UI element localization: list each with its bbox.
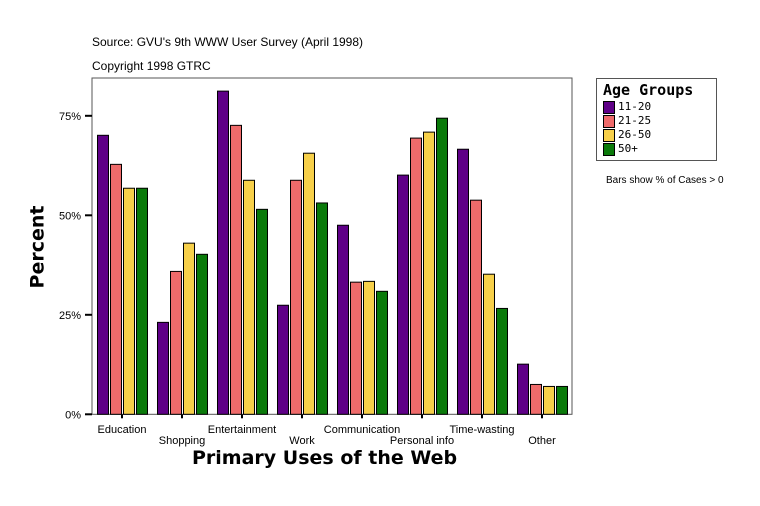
legend: Age Groups 11-20 21-25 26-50 50+ [596,78,717,161]
legend-swatch [603,100,615,114]
copyright-text: Copyright 1998 GTRC [92,59,211,73]
legend-title: Age Groups [603,81,694,99]
legend-swatch [603,142,615,156]
legend-label: 11-20 [618,100,652,113]
source-text: Source: GVU's 9th WWW User Survey (April… [92,35,364,49]
bar-other-11-20 [517,363,529,415]
bar-communication-21-25 [350,281,362,415]
legend-label: 50+ [618,142,638,155]
bar-work-21-25 [290,179,302,415]
bar-education-11-20 [97,134,109,415]
x-tick-label: Education [98,424,147,436]
bar-time-wasting-26-50 [483,273,495,415]
legend-swatch [603,114,615,128]
legend-item: 11-20 [603,100,651,114]
x-tick-label: Personal info [390,435,454,447]
x-tick-label: Time-wasting [450,424,515,436]
bar-entertainment-11-20 [217,90,229,415]
x-tick-label: Work [289,435,315,447]
bar-communication-26-50 [363,280,375,415]
bar-other-50+ [556,385,568,415]
bar-work-11-20 [277,304,289,415]
bar-other-26-50 [543,385,555,415]
bar-other-21-25 [530,383,542,415]
x-tick-label: Communication [324,424,400,436]
note-text: Bars show % of Cases > 0 [606,175,724,186]
bar-shopping-50+ [196,253,208,415]
x-tick-label: Other [528,435,556,447]
bar-personal-info-26-50 [423,131,435,415]
bar-entertainment-50+ [256,208,268,415]
y-axis-title: Percent [26,205,49,289]
y-tick-label: 75% [59,111,81,123]
bar-work-50+ [316,202,328,415]
legend-item: 26-50 [603,128,651,142]
bar-time-wasting-50+ [496,307,508,415]
y-tick-label: 25% [59,310,81,322]
bar-communication-50+ [376,290,388,415]
bar-entertainment-26-50 [243,179,255,415]
bar-personal-info-21-25 [410,137,422,415]
bar-personal-info-50+ [436,117,448,415]
x-tick-label: Entertainment [208,424,276,436]
legend-label: 21-25 [618,114,652,127]
bar-personal-info-11-20 [397,174,409,415]
y-tick-label: 50% [59,210,81,222]
x-axis-title: Primary Uses of the Web [192,447,458,469]
bar-education-26-50 [123,187,135,415]
bar-time-wasting-11-20 [457,148,469,415]
legend-label: 26-50 [618,128,652,141]
legend-swatch [603,128,615,142]
legend-item: 21-25 [603,114,651,128]
bar-entertainment-21-25 [230,124,242,415]
bar-shopping-11-20 [157,321,169,415]
legend-item: 50+ [603,142,638,156]
x-tick-label: Shopping [159,435,206,447]
bar-time-wasting-21-25 [470,199,482,415]
bar-shopping-21-25 [170,270,182,415]
bar-education-21-25 [110,163,122,415]
bar-communication-11-20 [337,224,349,415]
bar-education-50+ [136,187,148,415]
bar-work-26-50 [303,152,315,415]
y-tick-label: 0% [65,409,81,421]
bar-shopping-26-50 [183,242,195,415]
